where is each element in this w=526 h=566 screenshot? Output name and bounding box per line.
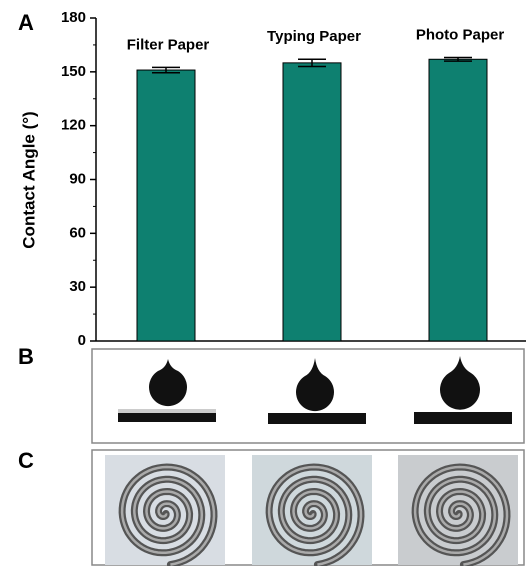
y-tick-label: 150 bbox=[61, 63, 86, 80]
y-tick-label: 120 bbox=[61, 117, 86, 134]
category-label: Typing Paper bbox=[267, 28, 361, 45]
y-axis-label: Contact Angle (°) bbox=[19, 111, 38, 248]
bar bbox=[283, 63, 341, 341]
y-tick-label: 60 bbox=[69, 224, 86, 241]
category-label: Filter Paper bbox=[127, 36, 210, 53]
y-tick-label: 180 bbox=[61, 9, 86, 26]
panel-label: B bbox=[18, 344, 34, 369]
y-tick-label: 0 bbox=[78, 332, 86, 349]
category-label: Photo Paper bbox=[416, 26, 505, 43]
spiral-image bbox=[252, 455, 372, 565]
bar bbox=[137, 70, 195, 341]
y-tick-label: 90 bbox=[69, 170, 86, 187]
panel-label: C bbox=[18, 448, 34, 473]
panel-label: A bbox=[18, 10, 34, 35]
y-tick-label: 30 bbox=[69, 278, 86, 295]
figure: A B C Contact Angle (°) 0 30 60 90 120 150 180… bbox=[0, 0, 526, 566]
bar bbox=[429, 59, 487, 341]
spiral-image bbox=[398, 455, 518, 565]
spiral-image bbox=[105, 455, 225, 565]
